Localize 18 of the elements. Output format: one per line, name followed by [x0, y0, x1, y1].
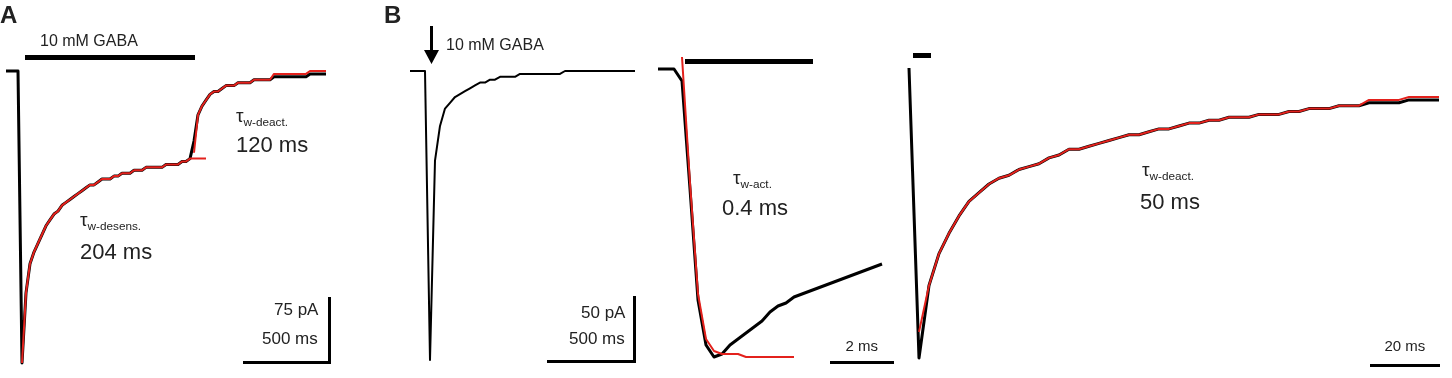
annotation: 500 ms	[262, 329, 318, 349]
chart-title: B	[384, 1, 402, 29]
annotation: τ$_{w-deact.}$	[1142, 159, 1194, 184]
annotation: 50 pA	[581, 303, 626, 323]
text: 10 mM GABA	[446, 36, 544, 54]
annotation: 2 ms	[845, 337, 879, 355]
annotation: τ$_{w-act.}$	[733, 167, 772, 192]
annotation: τ$_{w-deact.}$	[236, 105, 288, 130]
annotation: 500 ms	[569, 329, 625, 349]
annotation: 50 ms	[1140, 189, 1200, 215]
annotation: 204 ms	[80, 239, 153, 265]
annotation: τ$_{w-desens.}$	[80, 209, 142, 234]
annotation: 75 pA	[274, 300, 319, 320]
text: 10 mM GABA	[40, 32, 138, 50]
chart-title: A	[0, 1, 18, 29]
annotation: 0.4 ms	[722, 195, 789, 221]
annotation: 120 ms	[236, 132, 309, 158]
annotation: 20 ms	[1384, 337, 1426, 355]
